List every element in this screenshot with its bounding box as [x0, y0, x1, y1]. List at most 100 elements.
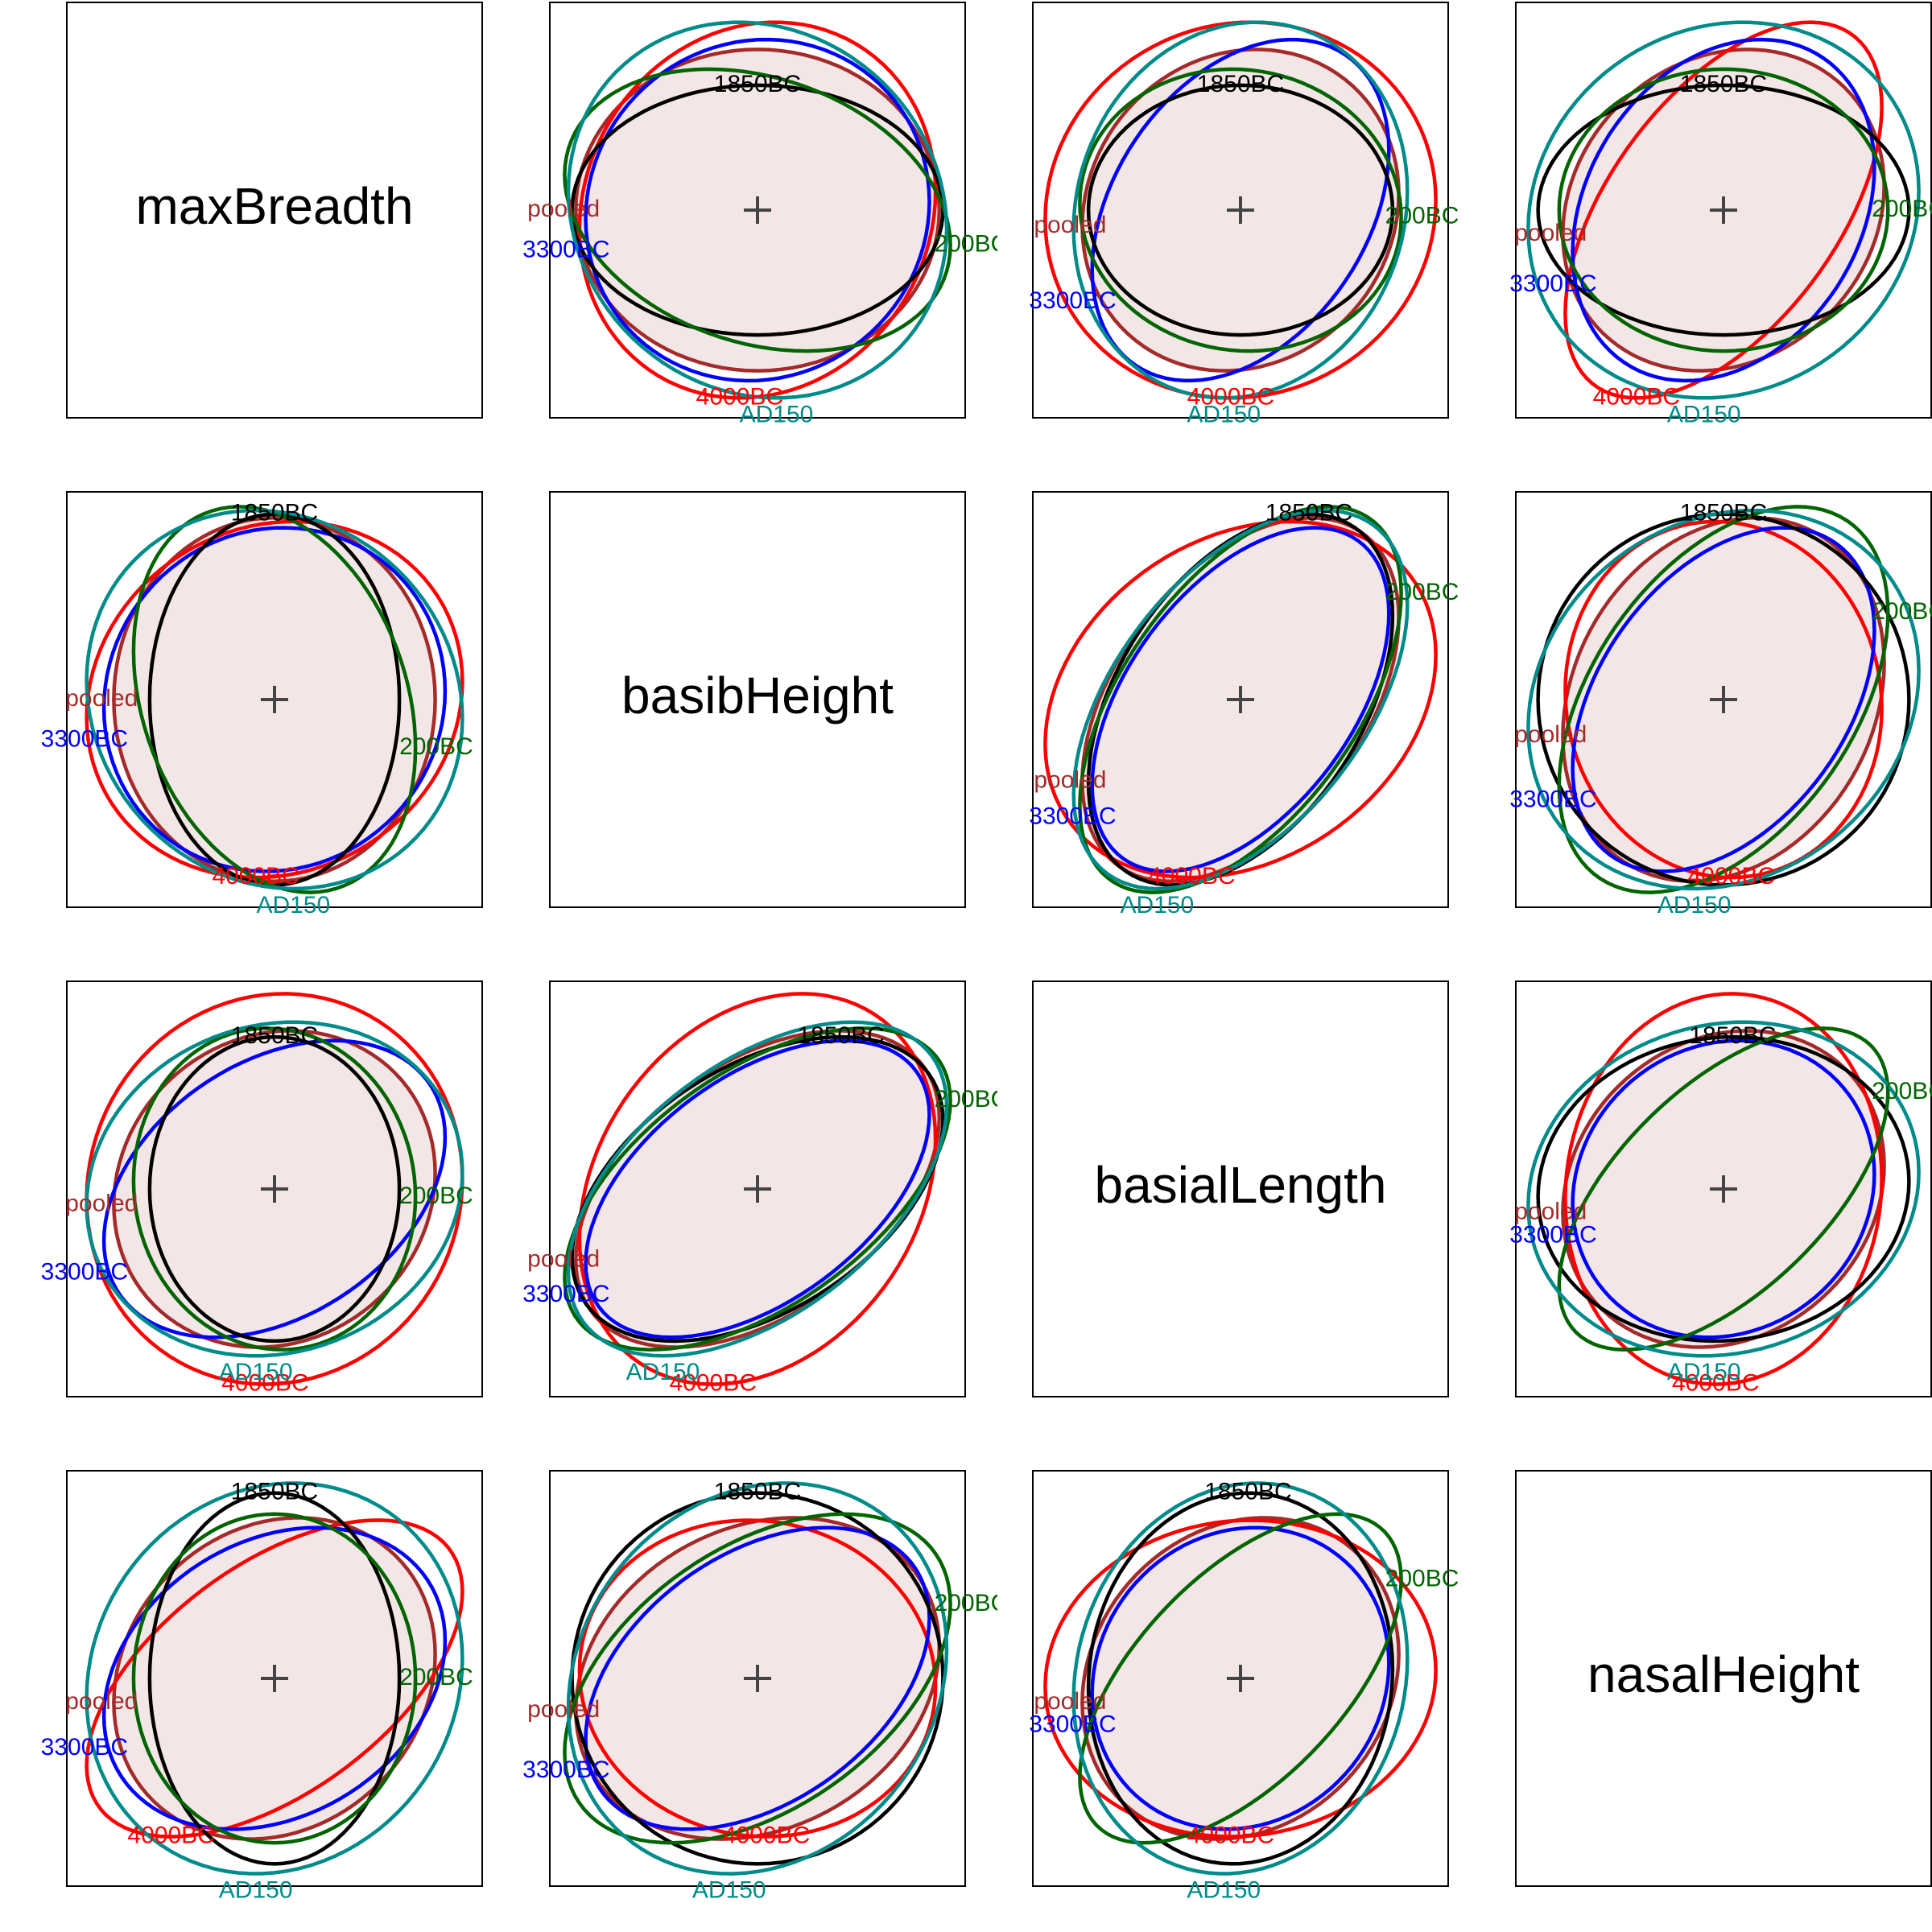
panel: pooled 4000BC 3300BC 1850BC 200BC AD150 — [1509, 980, 1932, 1397]
ellipse — [1071, 1481, 1410, 1876]
panel-frame — [1032, 491, 1449, 908]
ellipse — [1563, 20, 1884, 400]
group-label: 200BC — [1385, 579, 1459, 605]
group-label: pooled — [527, 1696, 600, 1723]
panel-frame — [1515, 1470, 1932, 1887]
ellipse — [566, 1481, 949, 1876]
group-label: 4000BC — [670, 1370, 757, 1397]
panel-content: pooled 4000BC 3300BC 1850BC 200BC AD150 — [41, 992, 473, 1397]
group-label: 4000BC — [1148, 863, 1235, 890]
ellipse — [563, 1512, 952, 1845]
group-label: AD150 — [219, 1359, 293, 1385]
ellipse — [1071, 508, 1410, 891]
group-label: 4000BC — [1672, 1370, 1759, 1397]
group-label: 1850BC — [1204, 1479, 1291, 1505]
group-label: 200BC — [1385, 203, 1459, 229]
panel-content: pooled 4000BC 3300BC 1850BC 200BC AD150 — [1029, 1479, 1459, 1904]
ellipse — [101, 1038, 448, 1340]
group-label: 1850BC — [1680, 71, 1767, 97]
panel: pooled 4000BC 3300BC 1850BC 200BC AD150 — [41, 1470, 483, 1904]
group-label: AD150 — [1667, 1359, 1741, 1385]
ellipse — [1078, 505, 1403, 894]
group-label: pooled — [1514, 721, 1587, 748]
group-label: AD150 — [219, 1877, 293, 1904]
group-label: 3300BC — [41, 1258, 128, 1285]
ellipse — [1086, 83, 1395, 337]
group-label: AD150 — [692, 1877, 766, 1904]
panel-content: pooled 4000BC 3300BC 1850BC 200BC AD150 — [1509, 992, 1932, 1397]
panel-content: pooled 4000BC 3300BC 1850BC 200BC AD150 — [1509, 20, 1932, 427]
group-label: 4000BC — [723, 1822, 810, 1848]
group-label: 1850BC — [714, 1479, 801, 1505]
panel: pooled 4000BC 3300BC 1850BC 200BC AD150 — [1509, 491, 1932, 919]
group-label: AD150 — [626, 1359, 700, 1385]
group-label: 200BC — [399, 1664, 473, 1690]
group-label: 200BC — [935, 231, 1009, 258]
group-label: AD150 — [1187, 401, 1261, 427]
ellipse — [147, 1491, 402, 1866]
panel-frame — [66, 1470, 483, 1887]
ellipse — [1043, 20, 1438, 400]
group-label: AD150 — [1187, 1877, 1261, 1904]
ellipse — [1090, 1525, 1391, 1831]
group-label: 4000BC — [127, 1822, 214, 1848]
group-label: 1850BC — [231, 1022, 318, 1049]
ellipse — [563, 67, 952, 353]
group-label: 3300BC — [1029, 803, 1116, 830]
group-label: 3300BC — [41, 726, 128, 753]
group-label: 1850BC — [231, 500, 318, 526]
ellipse — [1536, 83, 1911, 337]
panel-content: pooled 4000BC 3300BC 1850BC 200BC AD150 — [1029, 20, 1459, 427]
panel-content: pooled 4000BC 3300BC 1850BC 200BC AD150 — [1029, 500, 1459, 919]
group-label: pooled — [1034, 1688, 1106, 1715]
ellipse — [1536, 1034, 1911, 1344]
ellipse — [1043, 1518, 1438, 1839]
group-label: 1850BC — [714, 71, 801, 97]
ellipse — [131, 505, 418, 894]
ellipse — [1086, 1491, 1395, 1866]
group-label: AD150 — [740, 401, 814, 427]
panel-content: pooled 4000BC 3300BC 1850BC 200BC AD150 — [41, 1479, 473, 1904]
ellipse — [131, 1512, 418, 1845]
group-label: 200BC — [935, 1086, 1009, 1113]
group-label: 3300BC — [41, 1734, 128, 1761]
group-label: 4000BC — [1593, 383, 1680, 410]
ellipse — [1526, 20, 1921, 400]
panel-frame — [1515, 491, 1932, 908]
panel: pooled 4000BC 3300BC 1850BC 200BC AD150 — [1029, 491, 1459, 919]
panel-frame — [549, 491, 966, 908]
ellipse — [584, 37, 931, 383]
ellipse — [147, 512, 402, 887]
group-label: AD150 — [1657, 892, 1732, 919]
group-label: 200BC — [1872, 196, 1932, 222]
group-label: pooled — [65, 1688, 138, 1715]
panel: basialLength — [1032, 980, 1449, 1397]
group-label: 200BC — [399, 1183, 473, 1209]
panel: nasalHeight — [1515, 1470, 1932, 1887]
group-label: pooled — [65, 1191, 138, 1217]
ellipse — [1043, 519, 1438, 880]
group-label: 3300BC — [522, 1757, 609, 1783]
panel-frame — [1032, 980, 1449, 1397]
panel-content: pooled 4000BC 3300BC 1850BC 200BC AD150 — [522, 992, 1009, 1397]
group-label: 4000BC — [1187, 1822, 1274, 1848]
ellipse — [1526, 508, 1921, 891]
panel-frame — [1515, 2, 1932, 419]
variable-name: nasalHeight — [1587, 1645, 1860, 1703]
group-label: 1850BC — [1197, 71, 1284, 97]
panel: pooled 4000BC 3300BC 1850BC 200BC AD150 — [1029, 1470, 1459, 1904]
ellipse — [1078, 67, 1403, 353]
ellipse — [577, 1518, 938, 1839]
panel-frame — [1032, 2, 1449, 419]
ellipse — [1557, 67, 1890, 353]
ellipse — [1563, 992, 1884, 1386]
group-label: 1850BC — [797, 1022, 884, 1049]
group-label: pooled — [1514, 1198, 1587, 1224]
group-label: 3300BC — [1509, 786, 1596, 812]
panel-frame — [66, 2, 483, 419]
panel-content: pooled 4000BC 3300BC 1850BC 200BC AD150 — [522, 20, 1009, 427]
panel-content: pooled 4000BC 3300BC 1850BC 200BC AD150 — [41, 500, 473, 919]
ellipse — [566, 20, 949, 400]
panel-content: pooled 4000BC 3300BC 1850BC 200BC AD150 — [522, 1479, 997, 1904]
